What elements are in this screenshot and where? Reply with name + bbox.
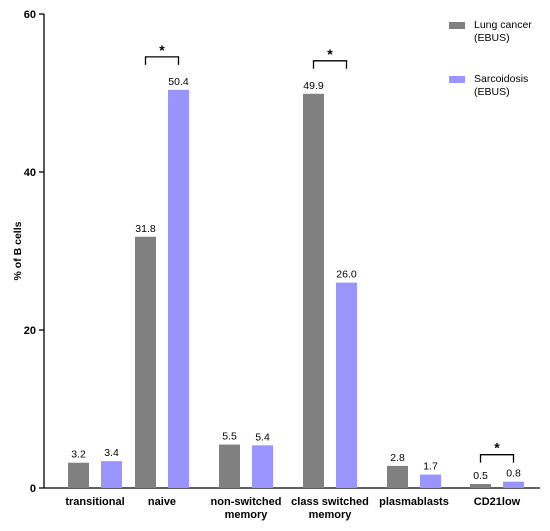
x-tick-label: transitional — [65, 496, 124, 508]
x-tick-label: CD21low — [474, 496, 521, 508]
data-label: 5.5 — [222, 431, 237, 443]
legend-label: Lung cancer (EBUS) — [474, 19, 532, 44]
data-label: 31.8 — [135, 223, 156, 235]
significance-bracket — [144, 56, 180, 65]
data-label: 49.9 — [303, 80, 324, 92]
bar-sarcoidosis — [420, 474, 441, 488]
bar-lung-cancer — [135, 236, 156, 488]
bar-sarcoidosis — [503, 481, 524, 488]
bar-sarcoidosis — [336, 282, 357, 488]
bar-lung-cancer — [303, 93, 324, 488]
significance-bracket — [312, 60, 348, 69]
legend-swatch-sarcoidosis — [449, 76, 465, 83]
bar-sarcoidosis — [168, 89, 189, 488]
x-tick-label: non-switched memory — [211, 496, 282, 521]
bar-lung-cancer — [387, 465, 408, 488]
significance-star: * — [159, 42, 165, 58]
y-tick-label: 60 — [24, 9, 36, 21]
y-tick-label: 0 — [30, 483, 36, 495]
bar-lung-cancer — [470, 484, 491, 488]
bar-lung-cancer — [68, 462, 89, 488]
x-tick-label: class switched memory — [291, 496, 369, 521]
data-label: 2.8 — [390, 452, 405, 464]
bar-sarcoidosis — [252, 445, 273, 488]
x-tick-label: plasmablasts — [379, 496, 449, 508]
data-label: 0.5 — [473, 470, 488, 482]
y-tick-label: 40 — [24, 167, 36, 179]
significance-star: * — [494, 440, 500, 456]
data-label: 0.8 — [506, 468, 521, 480]
data-label: 50.4 — [168, 76, 189, 88]
y-axis-label: % of B cells — [12, 221, 24, 280]
significance-star: * — [327, 46, 333, 62]
data-label: 5.4 — [255, 431, 270, 443]
legend-swatch-lung-cancer — [449, 22, 465, 29]
data-label: 3.2 — [71, 449, 86, 461]
x-tick-label: naive — [148, 496, 176, 508]
significance-bracket — [479, 454, 515, 463]
data-label: 1.7 — [423, 461, 438, 473]
bar-lung-cancer — [219, 444, 240, 488]
data-label: 3.4 — [104, 447, 119, 459]
y-tick-label: 20 — [24, 325, 36, 337]
bar-sarcoidosis — [101, 461, 122, 488]
data-label: 26.0 — [336, 269, 357, 281]
legend-label: Sarcoidosis (EBUS) — [474, 73, 528, 98]
